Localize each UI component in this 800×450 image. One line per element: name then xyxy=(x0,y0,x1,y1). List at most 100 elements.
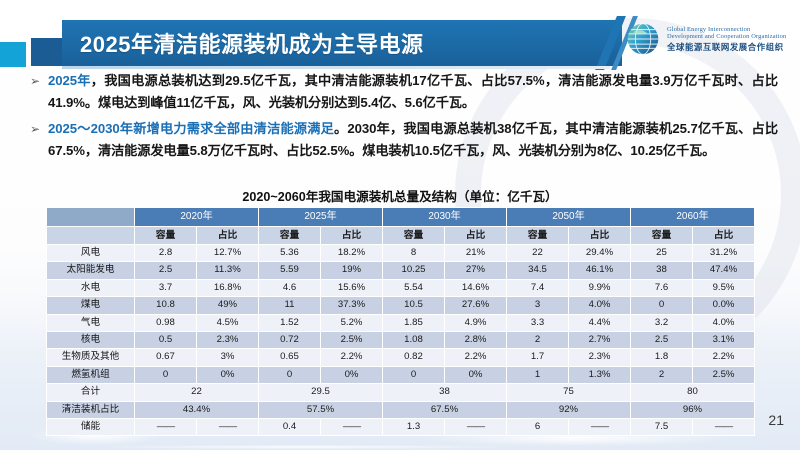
subheader-capacity-2025: 容量 xyxy=(258,226,321,245)
table-cell: 47.4% xyxy=(692,261,755,280)
row-label: 风电 xyxy=(46,243,135,263)
table-cell: 7.4 xyxy=(506,278,569,298)
table-cell: 1.7 xyxy=(506,348,569,367)
summary-cell: 43.4% xyxy=(134,400,259,420)
arrow-bullet-icon: ➢ xyxy=(30,122,41,136)
table-cell: 2.5% xyxy=(692,365,755,385)
logo-chinese: 全球能源互联网发展合作组织 xyxy=(667,41,784,52)
summary-cell: 22 xyxy=(134,383,259,402)
subheader-share-2060: 占比 xyxy=(692,226,755,245)
table-cell: 2 xyxy=(506,331,569,350)
table-cell: 2.2% xyxy=(320,348,383,367)
summary-cell: 0.4 xyxy=(258,418,321,437)
table-cell: 11.3% xyxy=(196,261,259,280)
table-cell: 1.08 xyxy=(382,331,445,350)
table-cell: 38 xyxy=(630,261,693,280)
table-cell: 3 xyxy=(506,296,569,315)
table-cell: 2.2% xyxy=(444,348,507,367)
table-cell: 1 xyxy=(506,365,569,385)
table-cell: 16.8% xyxy=(196,278,259,298)
table-cell: 0 xyxy=(258,365,321,385)
table-cell: 46.1% xyxy=(568,261,631,280)
bullet-2-lead: 2025～2030年新增电力需求全部由清洁能源满足 xyxy=(48,121,334,136)
table-cell: 3% xyxy=(196,348,259,367)
table-cell: 10.8 xyxy=(134,296,197,315)
table-cell: 4.5% xyxy=(196,313,259,333)
year-header-2050: 2050年 xyxy=(506,207,631,227)
table-cell: 4.4% xyxy=(568,313,631,333)
table-cell: 1.85 xyxy=(382,313,445,333)
summary-row-label: 储能 xyxy=(46,418,135,437)
summary-cell: 1.3 xyxy=(382,418,445,437)
subheader-capacity-2050: 容量 xyxy=(506,226,569,245)
table-cell: 0 xyxy=(134,365,197,385)
row-label: 太阳能发电 xyxy=(46,261,135,280)
table-cell: 19% xyxy=(320,261,383,280)
table-cell: 4.9% xyxy=(444,313,507,333)
year-header-2020: 2020年 xyxy=(134,207,259,227)
table-cell: 9.5% xyxy=(692,278,755,298)
table-row: 风电 2.8 12.7% 5.36 18.2% 8 21% 22 29.4% 25 31.2% xyxy=(46,243,755,263)
table-cell: 27.6% xyxy=(444,296,507,315)
table-cell: 3.1% xyxy=(692,331,755,350)
table-cell: 22 xyxy=(506,243,569,263)
table-cell: 2.8% xyxy=(444,331,507,350)
table-cell: 1.52 xyxy=(258,313,321,333)
table-cell: 4.0% xyxy=(568,296,631,315)
bullet-list: ➢ 2025年，我国电源总装机达到29.5亿千瓦，其中清洁能源装机17亿千瓦、占… xyxy=(30,70,778,166)
table-cell: 3.3 xyxy=(506,313,569,333)
table-cell: 31.2% xyxy=(692,243,755,263)
table-cell: 5.2% xyxy=(320,313,383,333)
organization-logo: Global Energy Interconnection Developmen… xyxy=(626,22,786,56)
table-summary-row: 储能 —— —— 0.4 —— 1.3 —— 6 —— 7.5 —— xyxy=(46,418,755,437)
table-cell: 0.0% xyxy=(692,296,755,315)
table-corner-cell xyxy=(46,207,135,227)
table-cell: 0% xyxy=(320,365,383,385)
table-cell: 4.0% xyxy=(692,313,755,333)
table-cell: 0.65 xyxy=(258,348,321,367)
table-cell: 3.2 xyxy=(630,313,693,333)
summary-cell: 80 xyxy=(630,383,755,402)
summary-row-label: 合计 xyxy=(46,383,135,402)
subheader-capacity-2020: 容量 xyxy=(134,226,197,245)
table-year-header-row: 2020年 2025年 2030年 2050年 2060年 xyxy=(46,207,755,227)
table-cell: 29.4% xyxy=(568,243,631,263)
table-cell: 8 xyxy=(382,243,445,263)
summary-cell: —— xyxy=(196,418,259,437)
globe-icon xyxy=(627,23,659,55)
table-cell: 25 xyxy=(630,243,693,263)
year-header-2025: 2025年 xyxy=(258,207,383,227)
table-cell: 4.6 xyxy=(258,278,321,298)
summary-cell: 67.5% xyxy=(382,400,507,420)
table-cell: 15.6% xyxy=(320,278,383,298)
table-cell: 7.6 xyxy=(630,278,693,298)
subheader-share-2020: 占比 xyxy=(196,226,259,245)
year-header-2060: 2060年 xyxy=(630,207,755,227)
table-cell: 21% xyxy=(444,243,507,263)
subheader-share-2050: 占比 xyxy=(568,226,631,245)
row-label: 煤电 xyxy=(46,296,135,315)
table-cell: 18.2% xyxy=(320,243,383,263)
table-cell: 10.25 xyxy=(382,261,445,280)
table-cell: 0% xyxy=(444,365,507,385)
table-cell: 1.3% xyxy=(568,365,631,385)
summary-cell: 92% xyxy=(506,400,631,420)
bullet-text-1: 2025年，我国电源总装机达到29.5亿千瓦，其中清洁能源装机17亿千瓦、占比5… xyxy=(48,70,778,113)
table-cell: 11 xyxy=(258,296,321,315)
table-cell: 0.98 xyxy=(134,313,197,333)
table-cell: 2.2% xyxy=(692,348,755,367)
subheader-capacity-2030: 容量 xyxy=(382,226,445,245)
summary-cell: —— xyxy=(444,418,507,437)
table-cell: 34.5 xyxy=(506,261,569,280)
logo-text-block: Global Energy Interconnection Developmen… xyxy=(667,26,786,53)
table-cell: 2 xyxy=(630,365,693,385)
table-cell: 2.7% xyxy=(568,331,631,350)
table-row: 气电 0.98 4.5% 1.52 5.2% 1.85 4.9% 3.3 4.4% 3.2 4.0% xyxy=(46,313,755,333)
table-row: 生物质及其他 0.67 3% 0.65 2.2% 0.82 2.2% 1.7 2.3% 1.8 2.… xyxy=(46,348,755,367)
table-row: 煤电 10.8 49% 11 37.3% 10.5 27.6% 3 4.0% 0 0.0% xyxy=(46,296,755,315)
summary-cell: 75 xyxy=(506,383,631,402)
summary-cell: —— xyxy=(568,418,631,437)
table-summary-row: 清洁装机占比 43.4% 57.5% 67.5% 92% 96% xyxy=(46,400,755,420)
table-sub-header-row: 容量 占比 容量 占比 容量 占比 容量 占比 容量 占比 xyxy=(46,226,755,245)
